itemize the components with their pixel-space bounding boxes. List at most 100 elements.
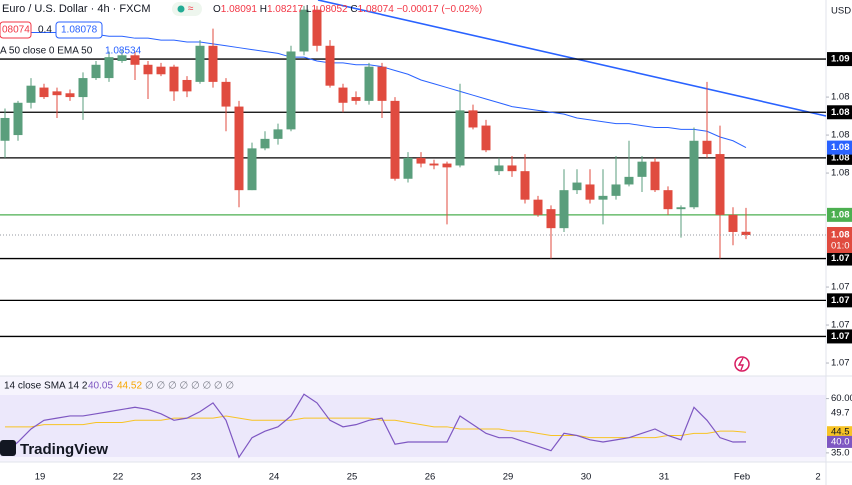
candle-body: [403, 157, 413, 179]
candle-body: [221, 81, 231, 107]
level-label: 1.07: [831, 295, 850, 306]
rsi-tick-label: 60.00: [831, 393, 852, 404]
rsi-line: [4, 393, 747, 459]
status-icon: ≈: [188, 4, 194, 15]
level-badge: [827, 52, 852, 67]
candle-body: [208, 45, 218, 82]
rsi-sma-value: 44.52: [117, 381, 142, 392]
candle-body: [247, 148, 257, 191]
rsi-badge: [827, 435, 852, 448]
level-badge: [827, 251, 852, 266]
candle-body: [663, 190, 673, 210]
x-tick-label: 30: [581, 472, 592, 483]
candle-body: [494, 165, 504, 172]
alert-icon[interactable]: [734, 356, 750, 372]
candle-body: [676, 207, 686, 210]
y-tick-label: 1.07: [831, 282, 850, 293]
candle-body: [624, 176, 634, 185]
x-tick-label: 22: [113, 472, 124, 483]
candle-body: [572, 182, 582, 191]
candle-body: [364, 66, 374, 101]
candle-body: [65, 93, 75, 98]
market-open-dot: [177, 5, 185, 13]
ask-box: [55, 21, 103, 39]
ema-line: [5, 30, 747, 149]
candle-body: [143, 64, 153, 75]
level-badge: [827, 105, 852, 120]
y-tick-label: 1.08: [831, 92, 850, 103]
candle-body: [546, 209, 556, 229]
ohlc-letter: O: [213, 4, 221, 15]
rsi-level-label: 49.7: [831, 408, 850, 419]
level-label: 1.08: [831, 209, 850, 220]
ohlc-letter: L: [306, 4, 312, 15]
last-price-badge: [827, 226, 852, 253]
alert-bolt: [737, 357, 745, 371]
y-tick-label: 1.08: [831, 168, 850, 179]
low-value: 1.08052: [311, 4, 348, 15]
bid-box: [0, 21, 32, 39]
x-tick-label: 2: [815, 472, 820, 483]
countdown-label: 01:0: [831, 241, 850, 252]
open-value: 1.08091: [221, 4, 258, 15]
x-tick-label: 19: [35, 472, 46, 483]
ask: 1.08078: [61, 25, 98, 36]
rsi-value: 40.05: [88, 381, 113, 392]
level-label: 1.07: [831, 331, 850, 342]
x-tick-label: 31: [659, 472, 670, 483]
candle-body: [13, 102, 23, 136]
rsi-legend: 14 close SMA 14 2: [4, 381, 88, 392]
candle-body: [91, 64, 101, 79]
candle-body: [182, 79, 192, 92]
candle-body: [390, 100, 400, 179]
brand-logo: [0, 440, 16, 456]
candle-body: [481, 125, 491, 151]
candle-body: [351, 97, 361, 101]
y-tick-label: 1.07: [831, 320, 850, 331]
candle-body: [39, 87, 49, 98]
candle-body: [442, 163, 452, 168]
x-tick-label: 23: [191, 472, 202, 483]
candle-body: [637, 161, 647, 177]
candle-body: [0, 117, 10, 141]
candle-body: [26, 85, 36, 103]
bid: 08074: [2, 25, 30, 36]
candle-body: [286, 51, 296, 130]
rsi-label: 40.0: [831, 436, 850, 447]
x-tick-label: 25: [347, 472, 358, 483]
candle-body: [559, 190, 569, 229]
candle-body: [728, 214, 738, 232]
candle-body: [611, 184, 621, 196]
x-tick-label: 26: [425, 472, 436, 483]
candle-body: [52, 91, 62, 96]
candle-body: [455, 110, 465, 166]
last-price-label: 1.08: [831, 230, 850, 241]
candle-body: [715, 154, 725, 215]
ema-value: 1.08534: [105, 46, 142, 57]
candle-body: [507, 165, 517, 172]
rsi-empty: ∅ ∅ ∅ ∅ ∅ ∅ ∅ ∅: [145, 381, 234, 392]
candle-body: [234, 106, 244, 191]
header: Euro / U.S. Dollar · 4h · FXCM ≈ O1.0809…: [0, 2, 851, 458]
candle-body: [260, 138, 270, 149]
rsi-sma-label: 44.5: [831, 427, 850, 438]
candle-body: [195, 45, 205, 82]
level-badge: [827, 329, 852, 344]
candle-body: [702, 140, 712, 155]
level-label: 1.09: [831, 54, 850, 65]
level-label: 1.08: [831, 107, 850, 118]
candle-body: [585, 184, 595, 200]
x-tick-label: 29: [503, 472, 514, 483]
candle-body: [104, 57, 114, 79]
rsi-sma-badge: [827, 426, 852, 439]
candle-body: [689, 140, 699, 208]
candle-body: [130, 55, 140, 65]
level-label: 1.07: [831, 253, 850, 264]
ohlc-letter: H: [260, 4, 267, 15]
candle-body: [741, 231, 751, 235]
spread: 0.4: [38, 25, 52, 36]
level-badge: [827, 293, 852, 308]
candle-body: [117, 55, 127, 61]
